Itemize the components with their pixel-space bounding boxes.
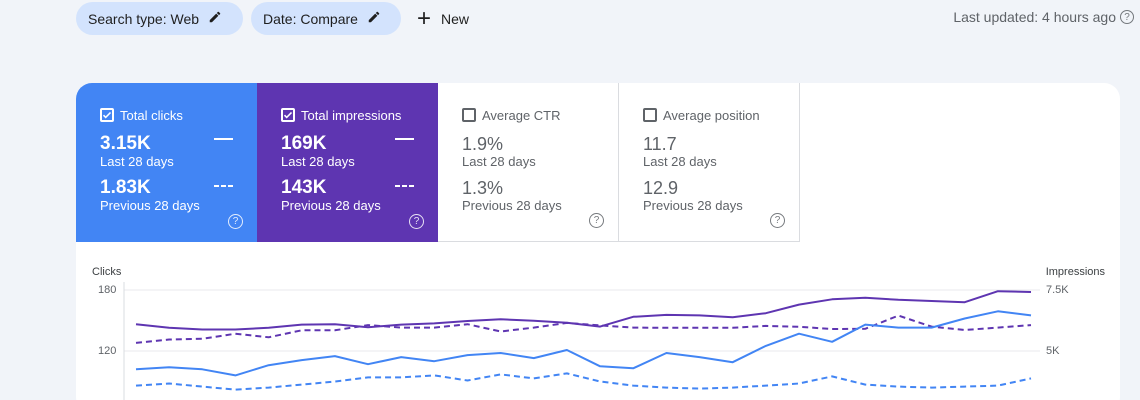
metric-current-value: 11.7 xyxy=(643,134,677,154)
metric-current-period: Last 28 days xyxy=(643,154,717,169)
metric-previous-value: 1.83K xyxy=(100,177,151,198)
search-type-filter-label: Search type: Web xyxy=(88,10,200,27)
help-icon[interactable]: ? xyxy=(409,214,424,229)
new-filter-button[interactable]: + New xyxy=(417,2,469,35)
series-line-clicks_previous xyxy=(135,372,1032,391)
last-updated-status: Last updated: 4 hours ago ? xyxy=(953,9,1134,25)
right-axis-tick: 5K xyxy=(1046,345,1060,357)
solid-line-legend-icon xyxy=(395,138,414,140)
metric-name: Average position xyxy=(663,107,760,123)
right-axis-title: Impressions xyxy=(1045,266,1105,278)
metric-previous-value: 143K xyxy=(281,177,327,198)
performance-chart: Clicks Impressions 180 120 7.5K 5K xyxy=(76,242,1120,400)
left-axis-title: Clicks xyxy=(92,266,122,278)
last-updated-text: Last updated: 4 hours ago xyxy=(953,9,1116,25)
metric-current-period: Last 28 days xyxy=(100,154,174,169)
metric-current-value: 169K xyxy=(281,133,327,154)
metric-current-value: 3.15K xyxy=(100,133,151,154)
dashed-line-legend-icon xyxy=(395,185,414,187)
dashed-line-legend-icon xyxy=(214,185,233,187)
metric-name: Total clicks xyxy=(120,107,183,123)
checkbox-checked-icon[interactable] xyxy=(100,108,114,122)
edit-pencil-icon xyxy=(208,10,222,27)
help-icon[interactable]: ? xyxy=(770,213,785,228)
edit-pencil-icon xyxy=(367,10,381,27)
help-icon[interactable]: ? xyxy=(589,213,604,228)
metric-current-period: Last 28 days xyxy=(462,154,536,169)
performance-card: Total clicks 3.15K Last 28 days 1.83K Pr… xyxy=(76,83,1120,400)
checkbox-unchecked-icon[interactable] xyxy=(462,108,476,122)
metric-previous-value: 1.3% xyxy=(462,178,504,198)
series-line-clicks_current xyxy=(135,310,1032,377)
help-icon[interactable]: ? xyxy=(1120,10,1134,24)
chart-plot-area xyxy=(123,282,1040,400)
metric-average-ctr[interactable]: Average CTR 1.9% Last 28 days 1.3% Previ… xyxy=(438,83,619,242)
metric-current-value: 1.9% xyxy=(462,134,504,154)
solid-line-legend-icon xyxy=(214,138,233,140)
new-filter-label: New xyxy=(441,10,470,27)
left-axis-tick: 120 xyxy=(98,345,117,357)
plus-icon: + xyxy=(417,4,432,32)
metric-name: Average CTR xyxy=(482,107,561,123)
checkbox-checked-icon[interactable] xyxy=(281,108,295,122)
right-axis-tick: 7.5K xyxy=(1046,284,1069,296)
metric-total-clicks[interactable]: Total clicks 3.15K Last 28 days 1.83K Pr… xyxy=(76,83,257,242)
metric-previous-period: Previous 28 days xyxy=(281,198,381,213)
help-icon[interactable]: ? xyxy=(228,214,243,229)
metric-total-impressions[interactable]: Total impressions 169K Last 28 days 143K… xyxy=(257,83,438,242)
metric-previous-period: Previous 28 days xyxy=(462,198,562,213)
date-filter-label: Date: Compare xyxy=(263,10,358,27)
metric-previous-period: Previous 28 days xyxy=(643,198,743,213)
checkbox-unchecked-icon[interactable] xyxy=(643,108,657,122)
left-axis-tick: 180 xyxy=(98,284,117,296)
metric-name: Total impressions xyxy=(301,107,402,123)
search-type-filter-chip[interactable]: Search type: Web xyxy=(76,2,243,35)
metric-current-period: Last 28 days xyxy=(281,154,355,169)
date-filter-chip[interactable]: Date: Compare xyxy=(251,2,401,35)
series-line-impressions_previous xyxy=(135,314,1032,344)
metric-previous-period: Previous 28 days xyxy=(100,198,200,213)
metric-average-position[interactable]: Average position 11.7 Last 28 days 12.9 … xyxy=(619,83,800,242)
metric-previous-value: 12.9 xyxy=(643,178,679,198)
